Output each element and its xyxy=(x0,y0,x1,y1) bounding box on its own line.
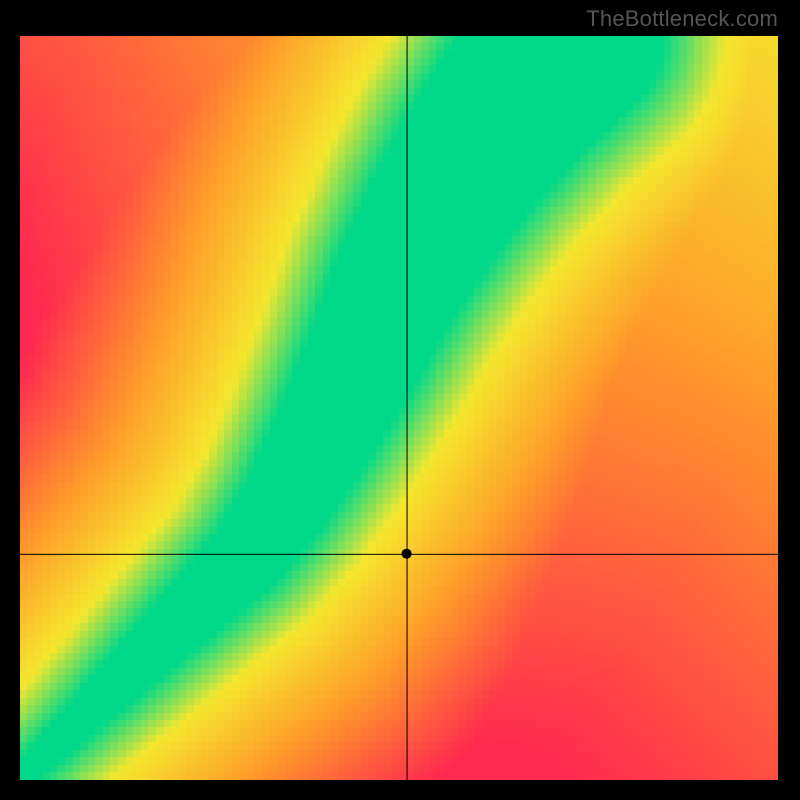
heatmap-canvas xyxy=(20,36,778,780)
watermark-text: TheBottleneck.com xyxy=(586,6,778,32)
chart-container: TheBottleneck.com xyxy=(0,0,800,800)
plot-frame xyxy=(20,36,778,780)
